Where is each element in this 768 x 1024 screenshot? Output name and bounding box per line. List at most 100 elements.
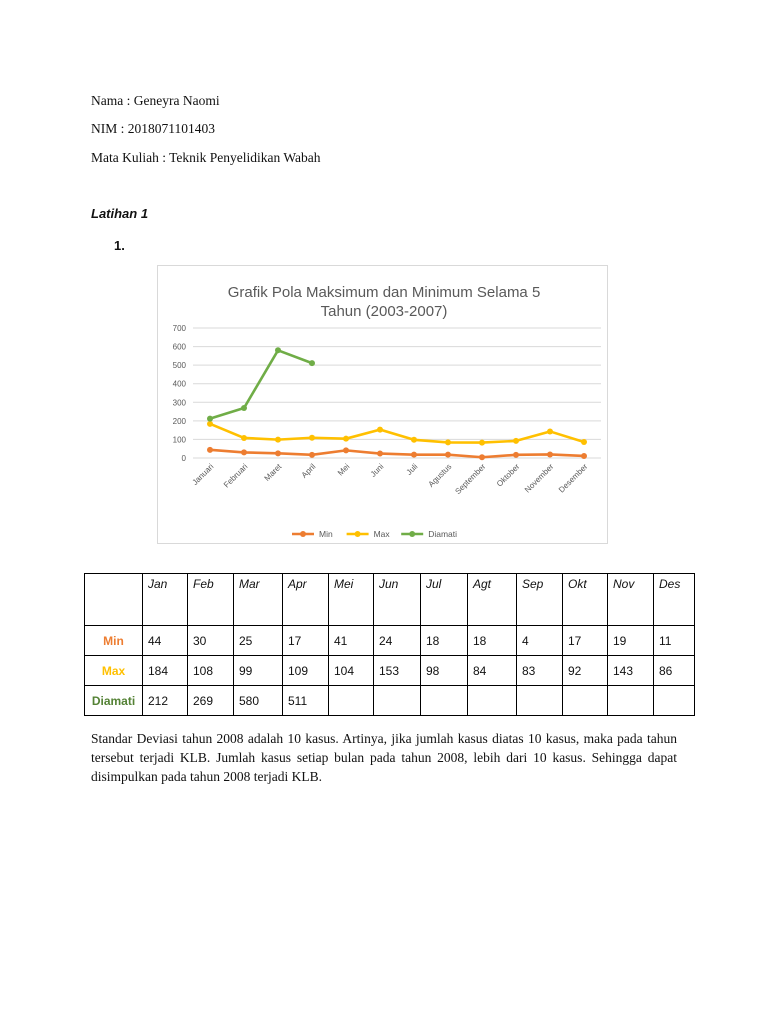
table-header-cell: Jan bbox=[142, 573, 188, 626]
table-cell: 86 bbox=[653, 655, 695, 686]
x-tick-label: April bbox=[300, 462, 318, 480]
data-point-min bbox=[275, 450, 281, 457]
table-cell: 109 bbox=[282, 655, 329, 686]
series-line-max bbox=[209, 422, 585, 444]
data-point-max bbox=[275, 436, 281, 443]
y-tick-label: 200 bbox=[173, 417, 187, 426]
data-point-min bbox=[513, 451, 519, 458]
y-tick-label: 500 bbox=[173, 361, 187, 370]
data-point-max bbox=[479, 439, 485, 446]
table-header-cell: Feb bbox=[187, 573, 234, 626]
table-cell bbox=[607, 685, 654, 716]
table-header-cell: Jul bbox=[420, 573, 468, 626]
table-cell: 98 bbox=[420, 655, 468, 686]
table-cell: 24 bbox=[373, 625, 421, 656]
table-cell: 84 bbox=[467, 655, 517, 686]
data-point-max bbox=[581, 439, 587, 446]
line-chart: Grafik Pola Maksimum dan Minimum Selama … bbox=[157, 265, 608, 544]
table-cell: 11 bbox=[653, 625, 695, 656]
table-header-cell: Mei bbox=[328, 573, 374, 626]
table-cell bbox=[420, 685, 468, 716]
table-cell: 104 bbox=[328, 655, 374, 686]
table-row: Max 184 108 99 109 104 153 98 84 83 92 143 86 bbox=[84, 655, 695, 686]
table-cell: 143 bbox=[607, 655, 654, 686]
x-tick-label: Februari bbox=[222, 462, 250, 490]
y-tick-label: 400 bbox=[173, 380, 187, 389]
table-cell: 19 bbox=[607, 625, 654, 656]
section-title: Latihan 1 bbox=[91, 206, 149, 221]
table-cell: 17 bbox=[282, 625, 329, 656]
course-name: Mata Kuliah : Teknik Penyelidikan Wabah bbox=[91, 150, 321, 165]
table-cell: 153 bbox=[373, 655, 421, 686]
table-cell bbox=[653, 685, 695, 716]
table-cell: 511 bbox=[282, 685, 329, 716]
x-tick-label: Juni bbox=[369, 462, 386, 479]
y-tick-label: 0 bbox=[182, 454, 187, 463]
table-cell: 92 bbox=[562, 655, 608, 686]
data-point-min bbox=[207, 446, 213, 453]
y-tick-label: 300 bbox=[173, 398, 187, 407]
table-cell: 108 bbox=[187, 655, 234, 686]
data-point-min bbox=[309, 451, 315, 458]
table-cell: 269 bbox=[187, 685, 234, 716]
table-cell: 30 bbox=[187, 625, 234, 656]
table-header-cell: Jun bbox=[373, 573, 421, 626]
table-cell bbox=[328, 685, 374, 716]
x-tick-label: Juli bbox=[405, 462, 420, 477]
table-cell bbox=[562, 685, 608, 716]
table-header-cell: Mar bbox=[233, 573, 283, 626]
data-point-max bbox=[377, 426, 383, 433]
y-tick-label: 600 bbox=[173, 343, 187, 352]
x-tick-label: Mei bbox=[336, 462, 352, 478]
y-tick-label: 700 bbox=[173, 324, 187, 333]
table-cell: 580 bbox=[233, 685, 283, 716]
data-point-diamati bbox=[207, 415, 213, 422]
y-tick-label: 100 bbox=[173, 435, 187, 444]
series-line-diamati bbox=[209, 348, 313, 420]
item-number: 1. bbox=[114, 238, 125, 253]
table-cell: 4 bbox=[516, 625, 563, 656]
table-cell bbox=[373, 685, 421, 716]
table-cell: 25 bbox=[233, 625, 283, 656]
data-point-min bbox=[377, 450, 383, 457]
data-point-diamati bbox=[309, 360, 315, 367]
x-tick-label: Januari bbox=[190, 462, 215, 487]
chart-canvas: Grafik Pola Maksimum dan Minimum Selama … bbox=[173, 284, 601, 539]
table-cell: 99 bbox=[233, 655, 283, 686]
data-point-max bbox=[411, 436, 417, 443]
legend-label: Min bbox=[319, 529, 333, 539]
data-point-min bbox=[343, 447, 349, 454]
data-point-min bbox=[479, 454, 485, 461]
table-header-row: Jan Feb Mar Apr Mei Jun Jul Agt Sep Okt Nov Des bbox=[84, 573, 695, 626]
legend-swatch-marker bbox=[354, 531, 361, 537]
table-cell: 184 bbox=[142, 655, 188, 686]
legend-swatch-marker bbox=[300, 531, 306, 537]
data-point-min bbox=[445, 451, 451, 458]
series-line-min bbox=[209, 448, 585, 459]
table-header-cell: Apr bbox=[282, 573, 329, 626]
table-header-cell bbox=[84, 573, 143, 626]
table-cell: 44 bbox=[142, 625, 188, 656]
student-nim: NIM : 2018071101403 bbox=[91, 121, 215, 136]
x-tick-label: November bbox=[523, 462, 556, 495]
data-point-max bbox=[343, 435, 349, 442]
legend-label: Diamati bbox=[428, 529, 457, 539]
x-tick-label: Oktober bbox=[495, 462, 522, 489]
x-tick-label: Agustus bbox=[427, 462, 454, 489]
data-point-max bbox=[309, 434, 315, 441]
table-row: Min 44 30 25 17 41 24 18 18 4 17 19 11 bbox=[84, 625, 695, 656]
table-header-cell: Okt bbox=[562, 573, 608, 626]
table-header-cell: Des bbox=[653, 573, 695, 626]
data-point-diamati bbox=[241, 405, 247, 412]
legend-swatch-marker bbox=[409, 531, 416, 537]
x-tick-label: Maret bbox=[263, 462, 284, 483]
data-point-min bbox=[547, 451, 553, 458]
data-point-diamati bbox=[275, 347, 281, 354]
data-point-max bbox=[513, 437, 519, 444]
row-label: Diamati bbox=[84, 685, 143, 716]
table-cell bbox=[516, 685, 563, 716]
student-name: Nama : Geneyra Naomi bbox=[91, 93, 220, 108]
table-header-cell: Sep bbox=[516, 573, 563, 626]
table-cell: 18 bbox=[420, 625, 468, 656]
row-label: Max bbox=[84, 655, 143, 686]
